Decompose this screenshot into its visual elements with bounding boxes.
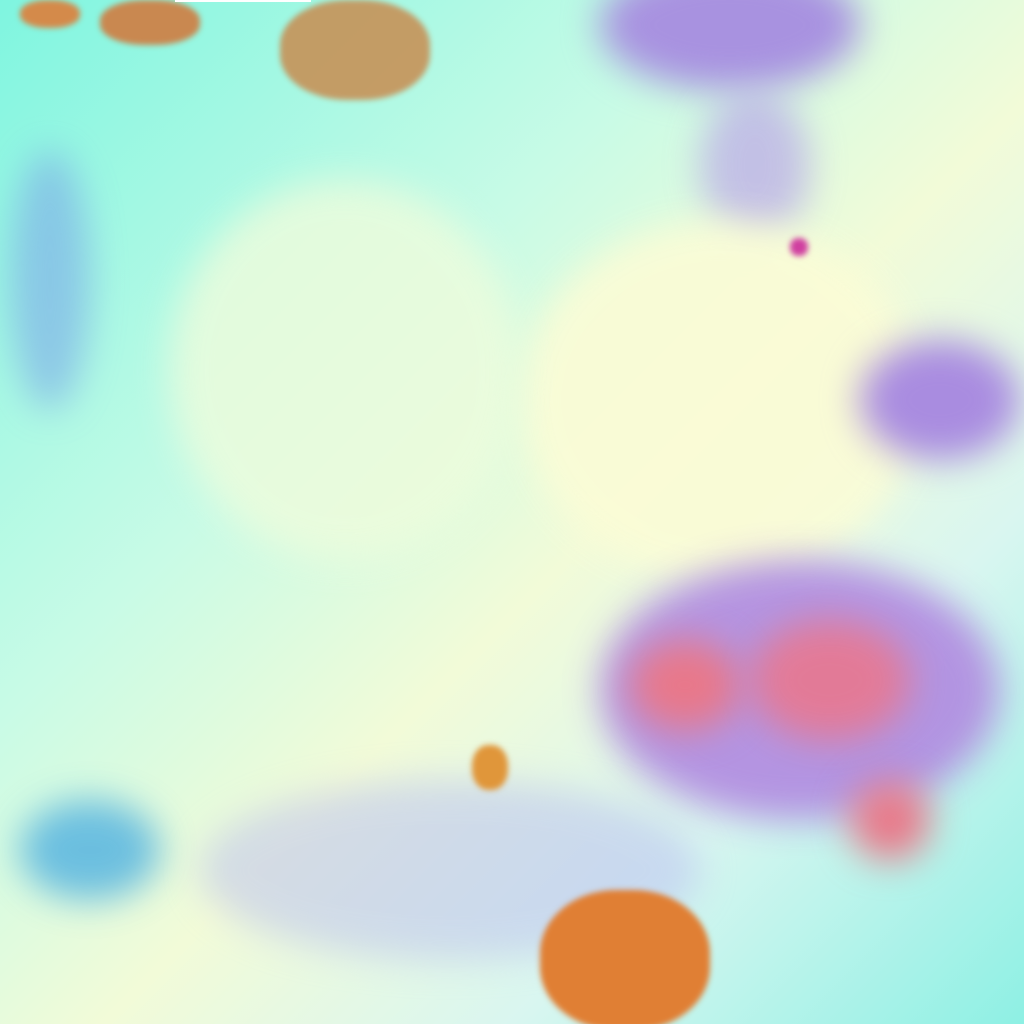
top-strip xyxy=(175,0,311,2)
pale-cloud-west xyxy=(170,180,520,560)
magenta-spot xyxy=(790,238,808,256)
violet-cloud-east xyxy=(860,340,1020,460)
violet-cloud-top-trail xyxy=(700,90,810,240)
land-south xyxy=(540,890,710,1024)
land-northwest-1 xyxy=(20,0,80,28)
land-northwest-2 xyxy=(100,0,200,45)
red-convection-3 xyxy=(850,780,930,860)
blue-cloud-southwest xyxy=(20,800,160,900)
blue-cloud-west xyxy=(10,150,90,410)
pale-cloud-center xyxy=(520,220,920,580)
red-convection-2 xyxy=(750,620,910,740)
land-north xyxy=(280,0,430,100)
red-convection-1 xyxy=(630,640,740,730)
land-island-center xyxy=(472,745,508,790)
violet-cloud-top xyxy=(600,0,860,90)
